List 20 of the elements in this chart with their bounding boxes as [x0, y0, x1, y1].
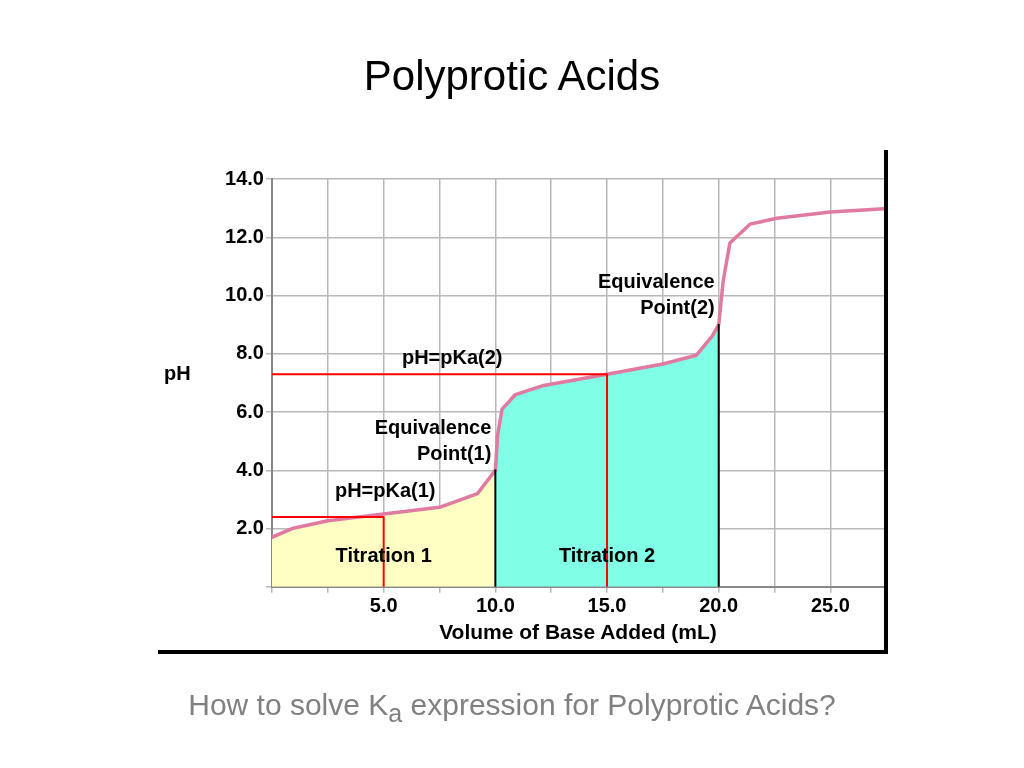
annotation: Equivalence Point(1): [374, 415, 492, 464]
y-tick-label: 12.0: [225, 224, 264, 247]
x-tick-label: 20.0: [699, 594, 739, 617]
annotation: Equivalence Point(2): [598, 270, 715, 319]
x-axis-title: Volume of Base Added (mL): [439, 620, 717, 644]
annotation: pH=pKa(1): [334, 478, 436, 501]
y-tick-label: 2.0: [236, 516, 264, 539]
x-tick-label: 10.0: [475, 594, 515, 617]
y-tick-label: 14.0: [225, 166, 264, 189]
x-tick-label: 15.0: [587, 594, 627, 617]
y-tick-label: 6.0: [236, 399, 264, 422]
text: How to solve K$_{a}$ expression for Polyprotic Acids?: [187, 688, 837, 728]
y-tick-label: 4.0: [236, 457, 264, 480]
y-tick-label: 8.0: [236, 341, 264, 364]
chart-title: Polyprotic Acids: [362, 52, 662, 100]
annotation: pH=pKa(2): [401, 345, 503, 368]
y-tick-label: 10.0: [225, 283, 264, 306]
x-tick-label: 5.0: [369, 594, 398, 617]
y-axis-title: pH: [164, 361, 191, 384]
x-tick-label: 25.0: [810, 594, 850, 617]
